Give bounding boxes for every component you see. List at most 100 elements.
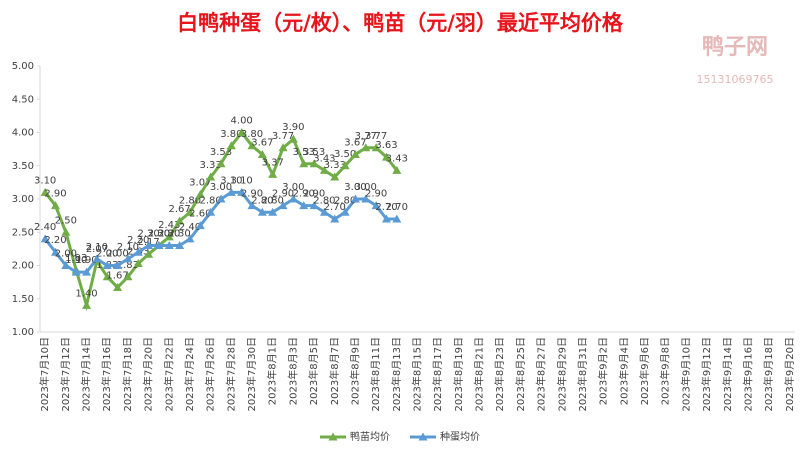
data-label: 2.70 xyxy=(386,202,408,213)
data-label: 3.10 xyxy=(220,175,242,186)
x-tick-label: 2023年8月29日 xyxy=(555,337,568,412)
x-tick-label: 2023年7月26日 xyxy=(204,337,217,412)
point xyxy=(175,216,185,225)
x-tick-label: 2023年9月8日 xyxy=(659,337,672,405)
point xyxy=(61,261,71,269)
data-label: 3.63 xyxy=(375,140,397,151)
point xyxy=(381,214,391,223)
data-label: 3.53 xyxy=(293,147,315,158)
data-label: 2.43 xyxy=(158,220,180,231)
point xyxy=(40,187,50,196)
y-tick-label: 3.00 xyxy=(12,194,34,205)
y-tick-label: 4.50 xyxy=(12,94,34,105)
data-label: 2.80 xyxy=(251,195,273,206)
point xyxy=(226,141,236,150)
data-label: 2.60 xyxy=(189,209,211,220)
x-tick-label: 2023年8月3日 xyxy=(286,337,299,405)
point xyxy=(340,207,350,216)
data-label: 1.83 xyxy=(117,260,139,271)
point xyxy=(299,201,309,210)
point xyxy=(350,194,360,203)
data-label: 2.67 xyxy=(168,204,190,215)
y-tick-label: 4.00 xyxy=(12,128,34,139)
x-tick-label: 2023年8月19日 xyxy=(452,337,465,412)
data-label: 2.07 xyxy=(86,244,108,255)
data-label: 2.90 xyxy=(272,189,294,200)
x-tick-label: 2023年9月10日 xyxy=(679,337,692,412)
point xyxy=(319,207,329,216)
y-tick-label: 1.00 xyxy=(12,327,34,338)
legend-marker xyxy=(328,432,338,441)
data-label: 3.67 xyxy=(344,137,366,148)
point xyxy=(123,254,133,263)
data-label: 3.77 xyxy=(272,131,294,142)
data-label: 3.53 xyxy=(303,147,325,158)
point xyxy=(154,241,164,250)
data-label: 3.80 xyxy=(241,129,263,140)
point xyxy=(82,300,92,309)
point xyxy=(237,187,247,196)
data-label: 2.90 xyxy=(365,189,387,200)
point xyxy=(102,261,112,269)
data-label: 2.30 xyxy=(168,229,190,240)
data-label: 2.30 xyxy=(148,229,170,240)
point xyxy=(113,261,123,269)
data-label: 3.10 xyxy=(34,175,56,186)
x-tick-label: 2023年9月14日 xyxy=(721,337,734,412)
x-tick-label: 2023年9月18日 xyxy=(762,337,775,412)
x-tick-label: 2023年9月12日 xyxy=(700,337,713,412)
point xyxy=(102,272,112,281)
point xyxy=(133,259,143,268)
data-label: 2.30 xyxy=(137,229,159,240)
point xyxy=(361,143,371,152)
x-tick-label: 2023年7月24日 xyxy=(183,337,196,412)
data-label: 3.10 xyxy=(231,175,253,186)
data-label: 2.80 xyxy=(200,195,222,206)
x-tick-label: 2023年8月9日 xyxy=(348,337,361,405)
data-label: 3.43 xyxy=(386,153,408,164)
data-label: 2.80 xyxy=(179,195,201,206)
point xyxy=(288,194,298,203)
x-tick-label: 2023年9月2日 xyxy=(597,337,610,405)
chart-title: 白鸭种蛋（元/枚）、鸭苗（元/羽）最近平均价格 xyxy=(177,11,624,35)
data-label: 2.00 xyxy=(55,249,77,260)
point xyxy=(381,152,391,161)
point xyxy=(371,201,381,210)
data-label: 2.70 xyxy=(324,202,346,213)
x-tick-label: 2023年7月30日 xyxy=(245,337,258,412)
point xyxy=(268,169,278,178)
point xyxy=(206,172,216,181)
point xyxy=(257,149,267,158)
data-label: 3.07 xyxy=(189,177,211,188)
y-tick-label: 2.50 xyxy=(12,227,34,238)
point xyxy=(185,207,195,216)
watermark-phone: 15131069765 xyxy=(697,73,774,86)
point xyxy=(371,143,381,152)
data-label: 2.00 xyxy=(96,249,118,260)
data-label: 1.90 xyxy=(65,255,87,266)
data-label: 3.53 xyxy=(210,147,232,158)
point xyxy=(330,172,340,181)
watermark: 鸭子网 xyxy=(702,34,768,60)
data-label: 3.50 xyxy=(334,149,356,160)
data-label: 2.40 xyxy=(34,222,56,233)
data-label: 3.43 xyxy=(313,153,335,164)
point xyxy=(185,234,195,243)
point xyxy=(144,241,154,250)
x-tick-label: 2023年8月13日 xyxy=(390,337,403,412)
x-tick-label: 2023年8月23日 xyxy=(493,337,506,412)
data-label: 2.50 xyxy=(55,215,77,226)
data-label: 3.33 xyxy=(324,160,346,171)
legend-marker xyxy=(418,432,428,441)
point xyxy=(113,282,123,291)
x-tick-label: 2023年7月28日 xyxy=(224,337,237,412)
point xyxy=(216,194,226,203)
x-tick-label: 2023年8月27日 xyxy=(535,337,548,412)
x-tick-label: 2023年9月16日 xyxy=(741,337,754,412)
y-tick-label: 5.00 xyxy=(12,61,34,72)
x-tick-label: 2023年7月18日 xyxy=(121,337,134,412)
x-tick-label: 2023年8月15日 xyxy=(411,337,424,412)
point xyxy=(216,159,226,168)
point xyxy=(361,194,371,203)
